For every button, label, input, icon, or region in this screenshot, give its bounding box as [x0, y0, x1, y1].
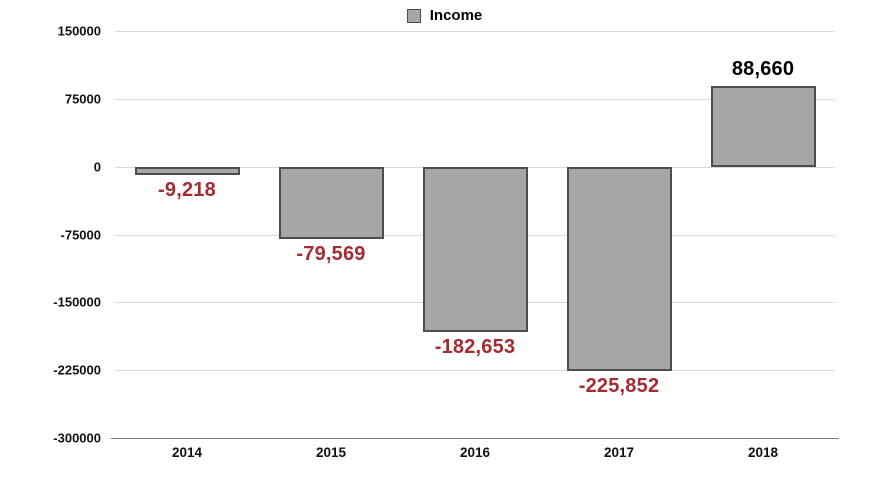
- y-tick-label: -75000: [60, 227, 101, 242]
- x-tick-label: 2016: [459, 445, 491, 460]
- legend: Income: [0, 7, 889, 24]
- x-tick-label: 2018: [747, 445, 779, 460]
- bar-2014: [134, 166, 240, 175]
- bar-value-label: -225,852: [578, 374, 660, 397]
- bar-value-label: -79,569: [296, 242, 366, 265]
- y-tick-label: 0: [93, 159, 101, 175]
- y-tick-label: -225000: [53, 362, 101, 378]
- plot-area: 150000 75000 0 -75000 -150000 -225000 -300000 -…: [53, 24, 839, 460]
- gridline: [115, 370, 835, 372]
- y-tick-label: -300000: [53, 430, 101, 446]
- bar-value-label: -9,218: [158, 179, 216, 201]
- gridline: [115, 31, 835, 32]
- bar-2017: [566, 166, 672, 371]
- bar-2018: [710, 86, 816, 167]
- bar-value-label: 88,660: [731, 58, 795, 81]
- x-axis-line: [111, 438, 839, 439]
- y-tick-label: 150000: [57, 23, 101, 39]
- bar-value-label: -182,653: [434, 335, 516, 358]
- bar-2016: [422, 166, 528, 332]
- x-tick-label: 2014: [171, 445, 203, 460]
- y-tick-label: -150000: [53, 294, 101, 310]
- legend-swatch-income: [406, 8, 421, 23]
- bar-2015: [278, 166, 384, 239]
- x-tick-label: 2017: [603, 445, 635, 460]
- x-tick-label: 2015: [315, 445, 347, 460]
- legend-label-income: Income: [429, 7, 483, 24]
- gridline: [115, 98, 835, 100]
- y-tick-label: 75000: [64, 91, 101, 107]
